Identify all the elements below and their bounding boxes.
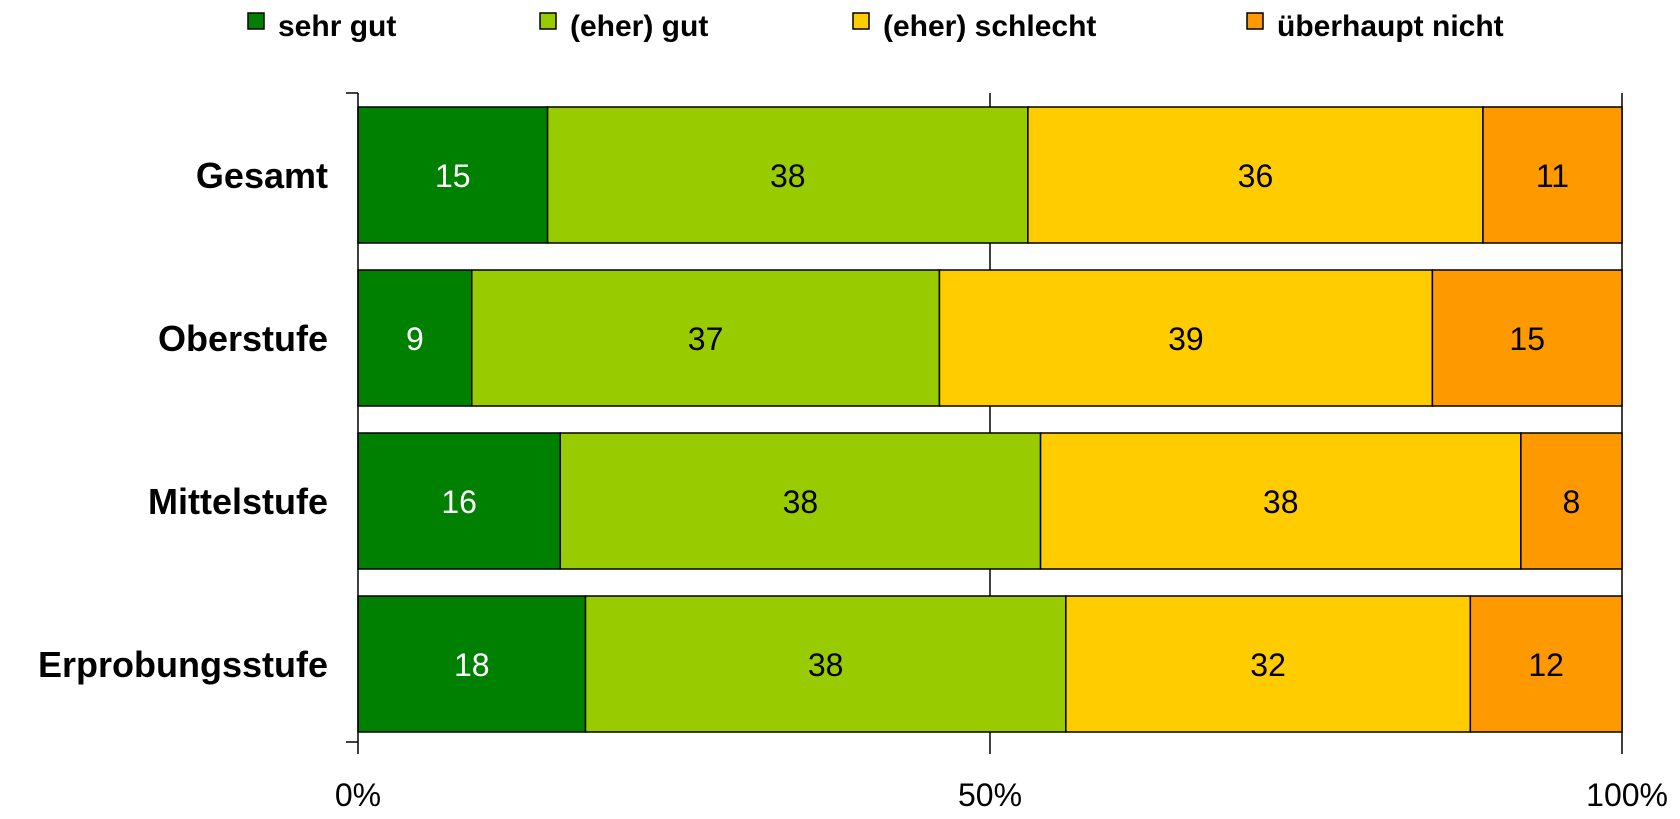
bar-mittelstufe-sehr-gut — [357, 432, 561, 570]
data-label-mittelstufe-eher-schlecht: 38 — [1263, 484, 1299, 520]
x-tick-labels: 0% 50% 100% — [335, 777, 1668, 813]
data-label-oberstufe-eher-gut: 37 — [688, 321, 724, 357]
bar-oberstufe-eher-schlecht — [938, 269, 1434, 407]
legend: sehr gut (eher) gut (eher) schlecht überhau… — [247, 10, 1504, 43]
legend-label-sehr-gut: sehr gut — [278, 10, 396, 43]
legend-label-ueberhaupt-nicht: überhaupt nicht — [1277, 10, 1504, 43]
data-label-erprobungsstufe-sehr-gut: 18 — [454, 647, 490, 683]
data-label-oberstufe-sehr-gut: 9 — [406, 321, 424, 357]
x-tick-label-50: 50% — [958, 777, 1022, 813]
x-tick-label-100: 100% — [1586, 777, 1668, 813]
bar-oberstufe-sehr-gut — [357, 269, 473, 407]
data-label-gesamt-sehr-gut: 15 — [435, 158, 471, 194]
bar-erprobungsstufe-eher-gut — [584, 595, 1067, 733]
data-label-oberstufe-eher-schlecht: 39 — [1168, 321, 1204, 357]
data-label-gesamt-eher-gut: 38 — [770, 158, 806, 194]
legend-swatch-sehr-gut — [247, 12, 265, 30]
bar-mittelstufe-eher-schlecht — [1039, 432, 1522, 570]
legend-swatch-eher-gut — [539, 12, 557, 30]
data-label-erprobungsstufe-eher-schlecht: 32 — [1250, 647, 1286, 683]
bar-oberstufe-eher-gut — [471, 269, 941, 407]
bar-gesamt-eher-schlecht — [1027, 106, 1484, 244]
bar-mittelstufe-ueberhaupt-nicht — [1520, 432, 1623, 570]
data-label-gesamt-ueberhaupt-nicht: 11 — [1536, 158, 1569, 194]
category-label-gesamt: Gesamt — [196, 155, 328, 196]
data-label-erprobungsstufe-ueberhaupt-nicht: 12 — [1528, 647, 1564, 683]
x-tick-label-0: 0% — [335, 777, 381, 813]
data-label-erprobungsstufe-eher-gut: 38 — [808, 647, 844, 683]
bar-oberstufe-ueberhaupt-nicht — [1431, 269, 1623, 407]
legend-label-eher-schlecht: (eher) schlecht — [883, 10, 1096, 43]
data-label-mittelstufe-eher-gut: 38 — [783, 484, 819, 520]
axes — [346, 92, 1623, 754]
bar-erprobungsstufe-sehr-gut — [357, 595, 587, 733]
bar-gesamt-ueberhaupt-nicht — [1482, 106, 1623, 244]
legend-swatch-ueberhaupt-nicht — [1246, 12, 1264, 30]
category-labels: Gesamt Oberstufe Mittelstufe Erprobungsstuf… — [38, 155, 328, 685]
data-label-gesamt-eher-schlecht: 36 — [1238, 158, 1274, 194]
data-label-mittelstufe-sehr-gut: 16 — [441, 484, 477, 520]
bar-gesamt-eher-gut — [546, 106, 1029, 244]
bars: 15 38 36 11 9 37 39 15 16 38 38 8 18 38 32 12 — [357, 106, 1623, 733]
data-label-mittelstufe-ueberhaupt-nicht: 8 — [1563, 484, 1581, 520]
legend-label-eher-gut: (eher) gut — [570, 10, 708, 43]
bar-erprobungsstufe-ueberhaupt-nicht — [1469, 595, 1623, 733]
bar-erprobungsstufe-eher-schlecht — [1065, 595, 1472, 733]
legend-swatch-eher-schlecht — [852, 12, 870, 30]
data-label-oberstufe-ueberhaupt-nicht: 15 — [1509, 321, 1545, 357]
category-label-oberstufe: Oberstufe — [158, 318, 328, 359]
category-label-mittelstufe: Mittelstufe — [148, 481, 328, 522]
category-label-erprobungsstufe: Erprobungsstufe — [38, 644, 328, 685]
